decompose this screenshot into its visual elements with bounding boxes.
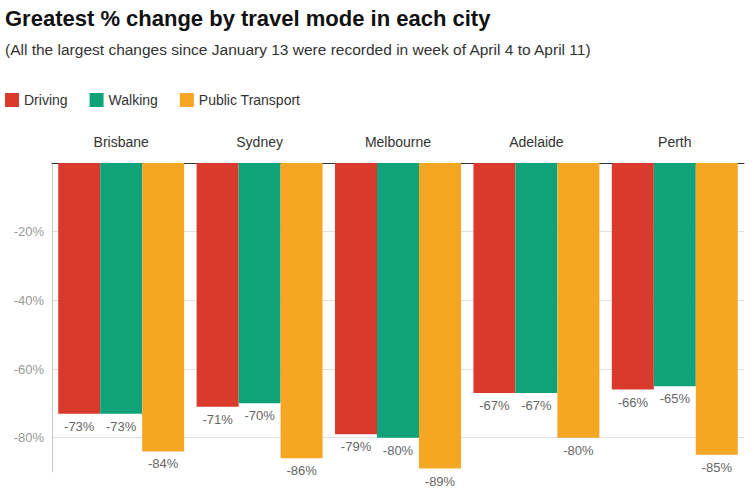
svg-text:Public Transport: Public Transport (199, 92, 300, 108)
svg-text:Adelaide: Adelaide (509, 134, 564, 150)
svg-text:-89%: -89% (425, 474, 456, 489)
svg-text:-40%: -40% (14, 293, 45, 308)
svg-text:-79%: -79% (341, 439, 372, 454)
svg-text:Brisbane: Brisbane (94, 134, 149, 150)
svg-text:-60%: -60% (14, 362, 45, 377)
svg-text:(All the largest changes since: (All the largest changes since January 1… (5, 41, 591, 58)
svg-text:-73%: -73% (106, 419, 137, 434)
svg-text:-86%: -86% (286, 463, 317, 478)
svg-text:-70%: -70% (244, 408, 275, 423)
svg-text:-66%: -66% (618, 395, 649, 410)
svg-text:-80%: -80% (563, 443, 594, 458)
svg-text:-65%: -65% (660, 391, 691, 406)
svg-text:-85%: -85% (702, 460, 733, 475)
svg-text:-73%: -73% (64, 419, 95, 434)
svg-text:-67%: -67% (479, 398, 510, 413)
svg-text:Greatest % change by travel mo: Greatest % change by travel mode in each… (5, 6, 491, 31)
svg-text:Walking: Walking (109, 92, 158, 108)
svg-text:Perth: Perth (658, 134, 691, 150)
svg-text:-71%: -71% (202, 412, 233, 427)
svg-text:-84%: -84% (148, 456, 179, 471)
svg-text:-20%: -20% (14, 224, 45, 239)
svg-text:Driving: Driving (24, 92, 68, 108)
svg-text:Melbourne: Melbourne (365, 134, 431, 150)
svg-text:-80%: -80% (14, 430, 45, 445)
svg-text:-80%: -80% (383, 443, 414, 458)
svg-text:-67%: -67% (521, 398, 552, 413)
svg-text:Sydney: Sydney (236, 134, 283, 150)
